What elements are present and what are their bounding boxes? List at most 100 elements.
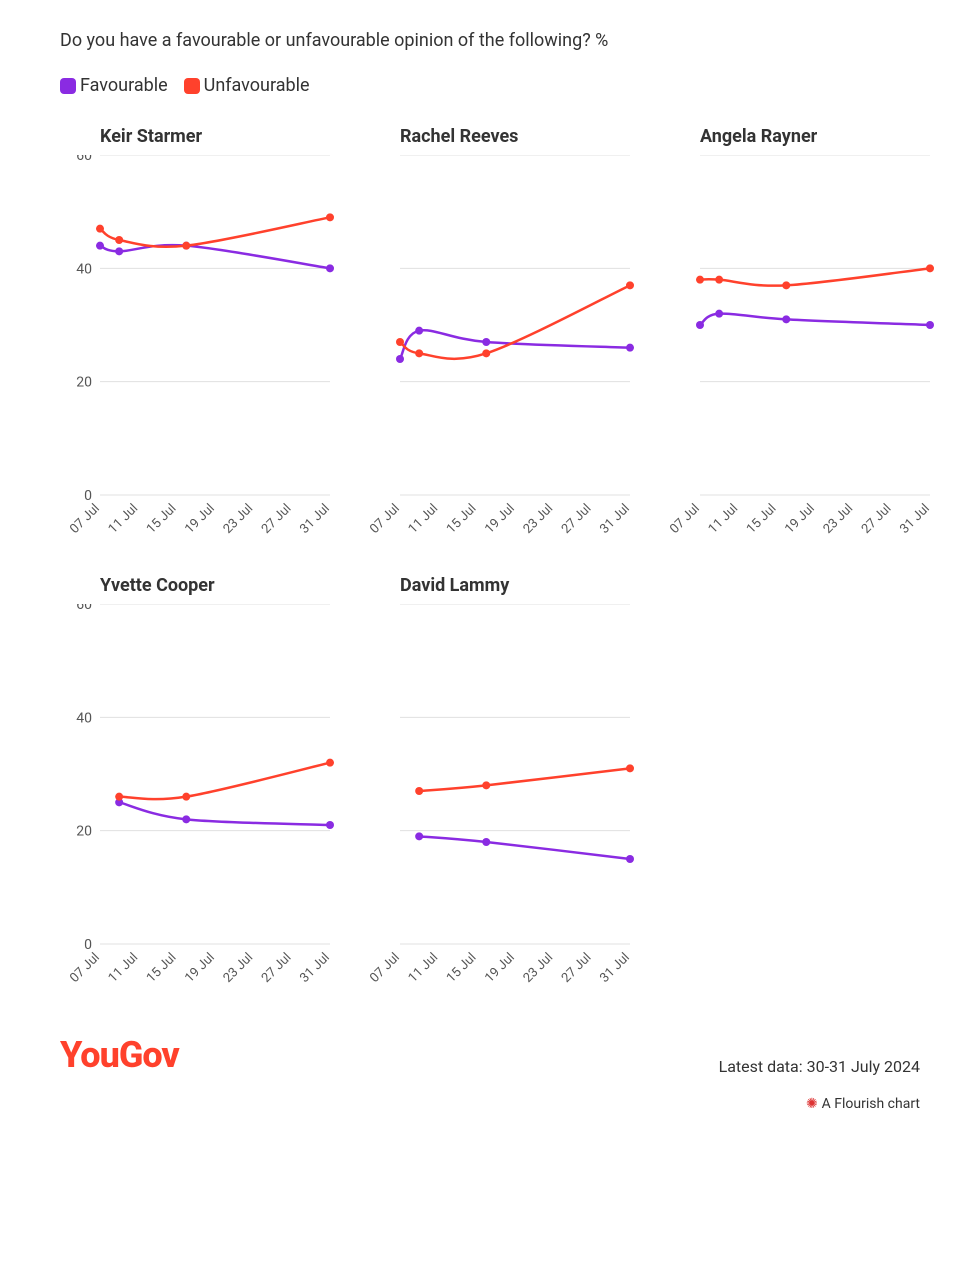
svg-text:27 Jul: 27 Jul (859, 501, 895, 537)
data-point (482, 338, 490, 346)
svg-text:40: 40 (76, 710, 92, 726)
panel-title: Rachel Reeves (360, 126, 640, 147)
svg-text:07 Jul: 07 Jul (367, 950, 403, 986)
data-point (926, 264, 934, 272)
legend-swatch (60, 78, 76, 94)
svg-text:15 Jul: 15 Jul (444, 950, 480, 986)
legend-item: Favourable (60, 75, 168, 96)
data-point (715, 276, 723, 284)
svg-text:60: 60 (76, 155, 92, 164)
data-point (415, 349, 423, 357)
svg-text:19 Jul: 19 Jul (182, 950, 218, 986)
data-point (626, 855, 634, 863)
panels-grid: Keir Starmer020406007 Jul11 Jul15 Jul19 … (60, 126, 920, 994)
panel-title: Angela Rayner (660, 126, 940, 147)
svg-text:11 Jul: 11 Jul (706, 501, 742, 537)
series-line (100, 217, 330, 246)
flourish-icon: ✺ (806, 1096, 818, 1112)
chart-svg: 07 Jul11 Jul15 Jul19 Jul23 Jul27 Jul31 J… (360, 604, 640, 994)
data-point (115, 247, 123, 255)
svg-text:31 Jul: 31 Jul (897, 501, 933, 537)
series-line (700, 314, 930, 325)
data-point (326, 264, 334, 272)
svg-text:11 Jul: 11 Jul (406, 950, 442, 986)
data-point (626, 344, 634, 352)
svg-text:07 Jul: 07 Jul (667, 501, 703, 537)
legend-label: Unfavourable (204, 75, 310, 96)
data-point (415, 832, 423, 840)
data-point (115, 236, 123, 244)
svg-text:19 Jul: 19 Jul (782, 501, 818, 537)
data-point (96, 225, 104, 233)
data-point (626, 281, 634, 289)
data-point (396, 338, 404, 346)
svg-text:31 Jul: 31 Jul (597, 501, 633, 537)
svg-text:27 Jul: 27 Jul (259, 501, 295, 537)
data-point (326, 821, 334, 829)
svg-text:23 Jul: 23 Jul (521, 501, 557, 537)
series-line (119, 802, 330, 825)
chart-svg: 020406007 Jul11 Jul15 Jul19 Jul23 Jul27 … (60, 155, 340, 545)
series-line (700, 268, 930, 285)
svg-text:20: 20 (76, 824, 92, 840)
footnote: Latest data: 30-31 July 2024 (719, 1057, 920, 1076)
data-point (415, 787, 423, 795)
svg-text:11 Jul: 11 Jul (106, 501, 142, 537)
data-point (482, 349, 490, 357)
chart-panel: Rachel Reeves 07 Jul11 Jul15 Jul19 Jul23 … (360, 126, 640, 545)
legend-label: Favourable (80, 75, 168, 96)
legend-item: Unfavourable (184, 75, 310, 96)
data-point (326, 759, 334, 767)
data-point (182, 242, 190, 250)
svg-text:15 Jul: 15 Jul (744, 501, 780, 537)
svg-text:15 Jul: 15 Jul (144, 950, 180, 986)
data-point (782, 281, 790, 289)
svg-text:07 Jul: 07 Jul (67, 950, 103, 986)
data-point (182, 815, 190, 823)
svg-text:11 Jul: 11 Jul (406, 501, 442, 537)
data-point (326, 213, 334, 221)
svg-text:23 Jul: 23 Jul (821, 501, 857, 537)
svg-text:15 Jul: 15 Jul (444, 501, 480, 537)
data-point (482, 781, 490, 789)
chart-panel: David Lammy 07 Jul11 Jul15 Jul19 Jul23 Ju… (360, 575, 640, 994)
svg-text:27 Jul: 27 Jul (559, 501, 595, 537)
svg-text:27 Jul: 27 Jul (259, 950, 295, 986)
chart-panel: Angela Rayner 07 Jul11 Jul15 Jul19 Jul23 … (660, 126, 940, 545)
data-point (715, 310, 723, 318)
series-line (119, 763, 330, 800)
series-line (400, 330, 630, 359)
panel-title: David Lammy (360, 575, 640, 596)
svg-text:31 Jul: 31 Jul (597, 950, 633, 986)
data-point (415, 327, 423, 335)
data-point (482, 838, 490, 846)
chart-svg: 07 Jul11 Jul15 Jul19 Jul23 Jul27 Jul31 J… (360, 155, 640, 545)
svg-text:07 Jul: 07 Jul (67, 501, 103, 537)
data-point (926, 321, 934, 329)
brand-logo: YouGov (60, 1034, 179, 1076)
flourish-credit: ✺A Flourish chart (60, 1096, 920, 1112)
flourish-label: A Flourish chart (822, 1096, 920, 1112)
data-point (182, 793, 190, 801)
data-point (396, 355, 404, 363)
series-line (419, 836, 630, 859)
data-point (115, 793, 123, 801)
panel-title: Yvette Cooper (60, 575, 340, 596)
svg-text:40: 40 (76, 261, 92, 277)
data-point (626, 764, 634, 772)
svg-text:19 Jul: 19 Jul (482, 950, 518, 986)
chart-title: Do you have a favourable or unfavourable… (60, 30, 920, 51)
chart-svg: 07 Jul11 Jul15 Jul19 Jul23 Jul27 Jul31 J… (660, 155, 940, 545)
data-point (96, 242, 104, 250)
data-point (782, 315, 790, 323)
svg-text:20: 20 (76, 375, 92, 391)
svg-text:31 Jul: 31 Jul (297, 501, 333, 537)
legend-swatch (184, 78, 200, 94)
series-line (419, 768, 630, 791)
svg-text:31 Jul: 31 Jul (297, 950, 333, 986)
footer: YouGov Latest data: 30-31 July 2024 (60, 1034, 920, 1076)
svg-text:15 Jul: 15 Jul (144, 501, 180, 537)
svg-text:11 Jul: 11 Jul (106, 950, 142, 986)
legend: Favourable Unfavourable (60, 75, 920, 96)
svg-text:23 Jul: 23 Jul (521, 950, 557, 986)
